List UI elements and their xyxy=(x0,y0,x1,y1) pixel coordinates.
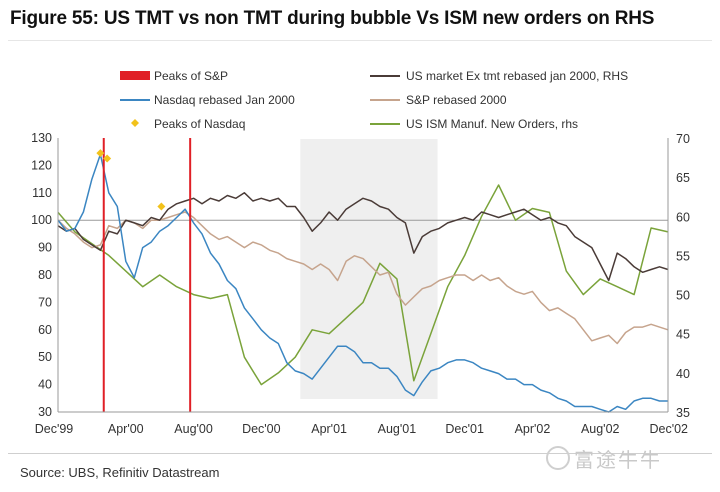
watermark: 富途牛牛 xyxy=(546,444,662,473)
legend-label-ism: US ISM Manuf. New Orders, rhs xyxy=(406,117,578,131)
source-note: Source: UBS, Refinitiv Datastream xyxy=(20,465,220,480)
series-line-nasdaq xyxy=(57,153,668,413)
y-left-tick-label: 80 xyxy=(38,268,52,282)
plot-area xyxy=(57,138,669,413)
x-tick-label: Apr'01 xyxy=(311,422,347,436)
nasdaq-peak-marker-3 xyxy=(157,202,166,211)
y-right-tick-label: 55 xyxy=(676,249,690,263)
y-right-tick-label: 35 xyxy=(676,406,690,420)
legend-label-us-ex-tmt: US market Ex tmt rebased jan 2000, RHS xyxy=(406,69,628,83)
y-left-tick-label: 100 xyxy=(31,213,52,227)
x-tick-label: Apr'00 xyxy=(108,422,144,436)
y-left-tick-label: 70 xyxy=(38,295,52,309)
series-line-us-ex-tmt xyxy=(57,192,669,282)
watermark-text: 富途牛牛 xyxy=(574,448,662,472)
y-left-tick-label: 50 xyxy=(38,350,52,364)
x-tick-label: Dec'99 xyxy=(35,422,74,436)
legend-swatch-nasdaq-peaks xyxy=(131,119,139,127)
x-tick-label: Apr'02 xyxy=(515,422,551,436)
footer-divider xyxy=(8,453,712,454)
x-tick-label: Dec'00 xyxy=(242,422,281,436)
legend: Peaks of S&P US market Ex tmt rebased ja… xyxy=(120,69,628,131)
y-right-tick-label: 45 xyxy=(676,328,690,342)
legend-label-nasdaq-peaks: Peaks of Nasdaq xyxy=(154,117,245,131)
x-tick-label: Aug'00 xyxy=(174,422,213,436)
legend-label-sp-peaks: Peaks of S&P xyxy=(154,69,228,83)
y-right-tick-label: 60 xyxy=(676,210,690,224)
x-tick-label: Dec'01 xyxy=(445,422,484,436)
legend-swatch-sp-peaks xyxy=(120,71,150,80)
shaded-region xyxy=(300,139,438,399)
title-divider xyxy=(8,40,712,41)
chart: Peaks of S&P US market Ex tmt rebased ja… xyxy=(31,69,690,436)
y-left-tick-label: 110 xyxy=(32,186,52,200)
legend-label-nasdaq: Nasdaq rebased Jan 2000 xyxy=(154,93,295,107)
axes: 30 40 50 60 70 80 90 100 110 120 130 35 40 45 50 55 60 65… xyxy=(31,131,690,436)
watermark-logo-icon xyxy=(546,446,570,470)
chart-title: Figure 55: US TMT vs non TMT during bubb… xyxy=(10,8,655,29)
y-left-tick-label: 40 xyxy=(38,378,52,392)
y-right-tick-label: 65 xyxy=(676,171,690,185)
y-left-tick-label: 130 xyxy=(31,131,52,145)
nasdaq-peak-marker-2 xyxy=(103,154,112,163)
x-tick-label: Dec'02 xyxy=(649,422,688,436)
x-tick-label: Aug'01 xyxy=(378,422,417,436)
y-right-tick-label: 70 xyxy=(676,132,690,146)
y-left-tick-label: 30 xyxy=(38,405,52,419)
nasdaq-peak-marker-1 xyxy=(96,149,105,158)
x-tick-label: Aug'02 xyxy=(581,422,620,436)
y-left-tick-label: 120 xyxy=(31,158,52,172)
y-left-tick-label: 60 xyxy=(38,323,52,337)
series-line-ism xyxy=(57,184,669,386)
y-right-tick-label: 40 xyxy=(676,367,690,381)
y-right-tick-label: 50 xyxy=(676,289,690,303)
legend-label-sp500: S&P rebased 2000 xyxy=(406,93,507,107)
y-left-tick-label: 90 xyxy=(38,241,52,255)
